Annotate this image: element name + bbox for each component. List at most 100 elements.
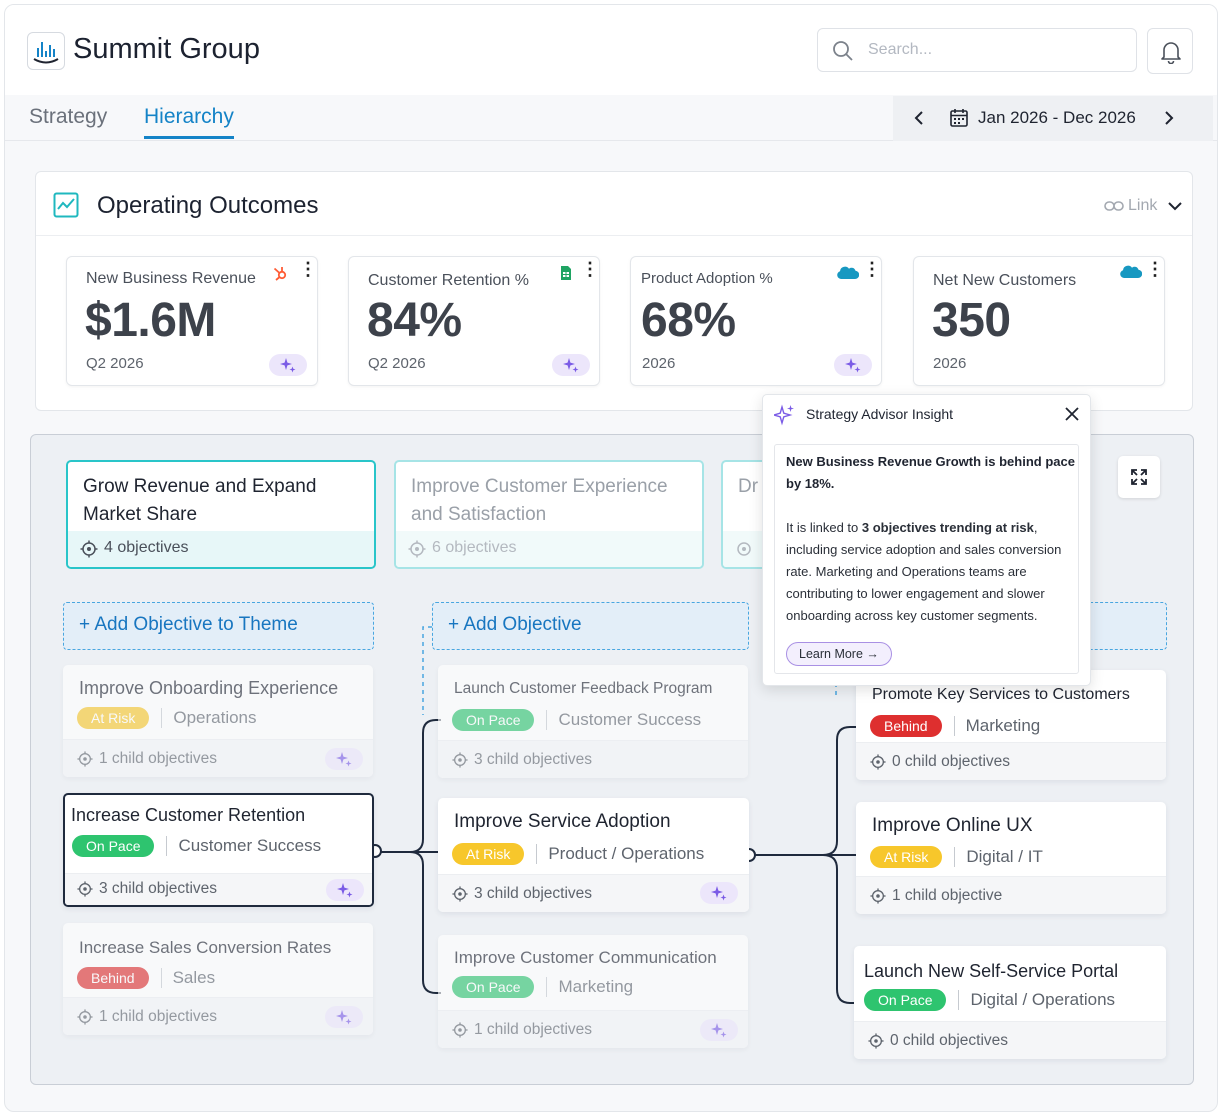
status-badge: On Pace (452, 709, 535, 731)
theme-card-improve-customer-experience[interactable]: Improve Customer Experience and Satisfac… (394, 460, 704, 569)
child-objectives-count: 1 child objective (892, 887, 1003, 904)
child-objectives-count: 0 child objectives (890, 1032, 1009, 1049)
objective-card-launch-feedback-program[interactable]: Launch Customer Feedback Program On Pace… (438, 665, 748, 778)
expand-button[interactable] (1118, 456, 1160, 498)
department-label: Customer Success (558, 710, 702, 729)
ai-sparkle-button[interactable] (834, 354, 872, 376)
objective-card-increase-customer-retention[interactable]: Increase Customer Retention On Pace Custo… (63, 793, 374, 907)
date-range-label[interactable]: Jan 2026 - Dec 2026 (978, 108, 1136, 127)
child-objectives-count: 1 child objectives (99, 750, 218, 767)
objective-footer: 0 child objectives (854, 1021, 1166, 1059)
chevron-right-icon[interactable] (1163, 110, 1175, 126)
learn-more-button[interactable]: Learn More → (786, 642, 892, 666)
tab-hierarchy[interactable]: Hierarchy (144, 105, 234, 139)
metric-card-net-new-customers[interactable]: Net New Customers ⋮ 350 2026 (913, 256, 1165, 386)
ai-sparkle-button[interactable] (700, 1019, 738, 1041)
add-objective-label: + Add Objective (448, 614, 582, 635)
objective-card-improve-customer-communication[interactable]: Improve Customer Communication On Pace Ma… (438, 935, 748, 1048)
add-objective-to-theme-button[interactable]: + Add Objective to Theme (63, 602, 374, 650)
operating-outcomes-panel: Operating Outcomes Link New Business Rev… (35, 171, 1193, 411)
metric-card-new-business-revenue[interactable]: New Business Revenue ⋮ $1.6M Q2 2026 (66, 256, 318, 386)
child-objectives-count: 3 child objectives (474, 751, 593, 768)
objective-title: Improve Online UX (872, 815, 1033, 836)
objective-title: Launch Customer Feedback Program (454, 680, 713, 697)
ai-sparkle-button[interactable] (552, 354, 590, 376)
target-icon (737, 542, 751, 556)
theme-footer: 6 objectives (396, 531, 702, 567)
department-label: Digital / Operations (970, 990, 1116, 1009)
tab-strategy[interactable]: Strategy (29, 105, 108, 128)
ai-sparkle-button[interactable] (700, 882, 738, 904)
objective-footer: 3 child objectives (438, 740, 748, 778)
theme-title: Grow Revenue and Expand Market Share (83, 476, 317, 525)
target-icon (408, 540, 426, 558)
insight-text-emphasis: 3 objectives trending at risk (861, 520, 1034, 535)
metric-label: Product Adoption % (641, 270, 773, 287)
target-icon (452, 1022, 468, 1038)
objective-footer: 3 child objectives (438, 874, 749, 912)
theme-title: Improve Customer Experience and Satisfac… (411, 476, 668, 525)
ai-sparkle-button[interactable] (325, 748, 363, 770)
child-objectives-count: 1 child objectives (99, 1008, 218, 1025)
objective-card-improve-service-adoption[interactable]: Improve Service Adoption At Risk Product … (438, 798, 749, 912)
status-badge: At Risk (77, 707, 150, 729)
add-objective-button[interactable]: + Add Objective (432, 602, 749, 650)
metric-card-customer-retention[interactable]: Customer Retention % ⋮ 84% Q2 2026 (348, 256, 600, 386)
salesforce-icon (1120, 265, 1142, 279)
theme-title: Dr (738, 476, 759, 497)
status-badge: At Risk (870, 846, 943, 868)
sparkle-icon (711, 886, 727, 901)
target-icon (452, 886, 468, 902)
department-label: Operations (173, 708, 257, 727)
notifications-button[interactable] (1147, 28, 1193, 74)
theme-objective-count: 4 objectives (104, 539, 189, 556)
objective-card-promote-key-services[interactable]: Promote Key Services to Customers Behind… (856, 670, 1166, 780)
insight-headline: New Business Revenue Growth is behind pa… (786, 454, 1075, 491)
expand-icon (1131, 469, 1147, 485)
objective-title: Improve Customer Communication (454, 948, 717, 967)
metric-value: 68% (641, 294, 736, 347)
target-icon (870, 888, 886, 904)
link-icon[interactable] (1104, 200, 1124, 212)
chevron-down-icon[interactable] (1168, 201, 1182, 211)
theme-card-grow-revenue[interactable]: Grow Revenue and Expand Market Share 4 o… (66, 460, 376, 569)
metric-label: New Business Revenue (86, 270, 256, 287)
objective-card-improve-online-ux[interactable]: Improve Online UX At Risk Digital / IT 1 … (856, 802, 1166, 914)
metric-period: Q2 2026 (368, 355, 426, 372)
link-button[interactable]: Link (1128, 197, 1158, 214)
theme-objective-count: 6 objectives (432, 539, 517, 556)
target-icon (868, 1033, 884, 1049)
add-objective-to-theme-label: + Add Objective to Theme (79, 614, 298, 635)
sparkle-icon (711, 1023, 727, 1038)
objective-card-launch-self-service-portal[interactable]: Launch New Self-Service Portal On Pace Di… (854, 946, 1166, 1059)
target-icon (452, 752, 468, 768)
sparkle-icon (845, 358, 861, 373)
search-input[interactable]: Search... (817, 28, 1137, 72)
objective-title: Launch New Self-Service Portal (864, 961, 1119, 981)
insight-text-part: , including service adoption and sales c… (786, 520, 1062, 623)
metric-period: 2026 (933, 355, 967, 372)
objective-footer: 3 child objectives (65, 873, 372, 905)
objective-title: Improve Onboarding Experience (79, 678, 339, 698)
child-objectives-count: 3 child objectives (474, 885, 593, 902)
sparkle-icon (563, 358, 579, 373)
close-icon[interactable] (1065, 407, 1079, 421)
objective-card-increase-sales-conversion[interactable]: Increase Sales Conversion Rates Behind Sa… (63, 923, 373, 1035)
target-icon (77, 1009, 93, 1025)
ai-sparkle-button[interactable] (269, 354, 307, 376)
ai-sparkle-button[interactable] (325, 1006, 363, 1028)
ai-sparkle-button[interactable] (326, 879, 364, 901)
bell-icon (1161, 42, 1181, 64)
objective-footer: 1 child objectives (438, 1010, 748, 1048)
metric-card-product-adoption[interactable]: Product Adoption % ⋮ 68% 2026 (630, 256, 882, 386)
arrow-right-icon: → (866, 647, 879, 661)
objective-card-improve-onboarding[interactable]: Improve Onboarding Experience At Risk Ope… (63, 665, 373, 777)
department-label: Product / Operations (548, 844, 705, 863)
salesforce-icon (837, 266, 859, 280)
sparkle-icon (337, 883, 353, 898)
insight-text: It is linked to 3 objectives trending at… (786, 517, 1078, 627)
google-sheets-icon (561, 266, 571, 280)
chevron-left-icon[interactable] (913, 110, 925, 126)
top-bar: Summit Group Search... (5, 5, 1217, 95)
metric-value: 84% (367, 294, 462, 347)
